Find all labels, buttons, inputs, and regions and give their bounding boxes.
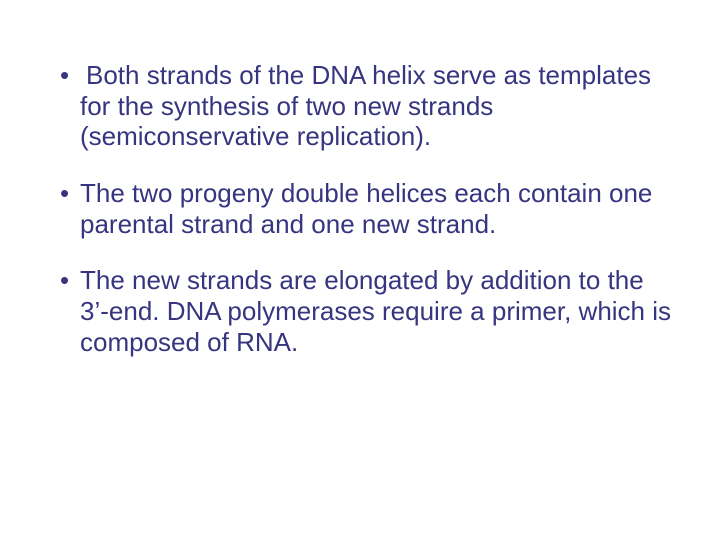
slide: Both strands of the DNA helix serve as t… <box>0 0 720 540</box>
bullet-item: The new strands are elongated by additio… <box>48 265 672 357</box>
bullet-item: Both strands of the DNA helix serve as t… <box>48 60 672 152</box>
bullet-item: The two progeny double helices each cont… <box>48 178 672 239</box>
